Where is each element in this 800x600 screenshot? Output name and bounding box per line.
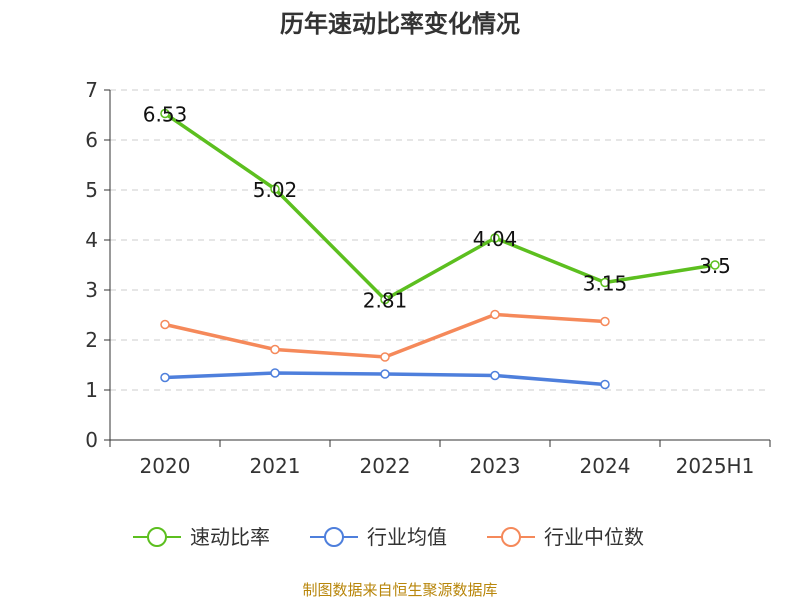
- series-point-0: [380, 294, 390, 305]
- data-label: 3.15: [583, 272, 628, 296]
- series-point-1: [380, 369, 390, 379]
- series-point-0: [160, 108, 170, 119]
- series-point-1: [600, 379, 610, 390]
- data-label: 2.81: [363, 289, 408, 313]
- series-point-0: [270, 184, 280, 194]
- data-label: 5.02: [253, 178, 298, 202]
- legend-label-2: 行业中位数: [544, 525, 644, 549]
- data-labels: 6.53 5.02 2.81 4.04 3.15 3.5: [143, 103, 731, 313]
- y-tick-label: 0: [85, 428, 98, 452]
- series-point-0: [490, 233, 500, 243]
- y-tick-label: 2: [85, 328, 98, 352]
- x-tick-label: 2024: [580, 454, 631, 478]
- series-point-2: [270, 344, 280, 355]
- legend-item-2[interactable]: 行业中位数: [487, 525, 644, 549]
- data-label: 6.53: [143, 103, 188, 127]
- y-tick-label: 3: [85, 278, 98, 302]
- x-tick-label: 2022: [360, 454, 411, 478]
- legend-marker-0: [147, 527, 167, 547]
- legend-label-1: 行业均值: [367, 525, 447, 549]
- series-point-1: [490, 370, 500, 381]
- legend-marker-2: [501, 527, 521, 547]
- series-point-0: [710, 260, 720, 270]
- series-point-0: [600, 277, 610, 288]
- data-label: 4.04: [473, 227, 518, 251]
- x-tick-label: 2025H1: [676, 454, 755, 478]
- source-note: 制图数据来自恒生聚源数据库: [302, 581, 497, 599]
- y-tick-label: 5: [85, 178, 98, 202]
- series-point-2: [600, 316, 610, 327]
- series-point-2: [160, 319, 170, 330]
- series-point-2: [490, 309, 500, 320]
- legend-label-0: 速动比率: [190, 525, 270, 549]
- axes: 0 1 2 3 4 5 6 7 2020 2021 2022 2023 2024 2025H1: [85, 78, 771, 478]
- legend-item-1[interactable]: 行业均值: [310, 525, 447, 549]
- series-point-2: [380, 352, 390, 362]
- x-tick-label: 2023: [470, 454, 521, 478]
- y-tick-label: 4: [85, 228, 98, 252]
- series-group: [160, 108, 720, 390]
- legend[interactable]: 速动比率 行业均值 行业中位数: [133, 525, 644, 549]
- series-line-2: [164, 312, 606, 359]
- y-tick-label: 1: [85, 378, 98, 402]
- y-tick-label: 7: [85, 78, 98, 102]
- chart-title: 历年速动比率变化情况: [280, 10, 520, 38]
- x-tick-label: 2020: [140, 454, 191, 478]
- grid-lines: [110, 89, 770, 391]
- series-point-1: [270, 368, 280, 378]
- series-point-1: [160, 372, 170, 383]
- x-tick-label: 2021: [250, 454, 301, 478]
- y-tick-label: 6: [85, 128, 98, 152]
- legend-item-0[interactable]: 速动比率: [133, 525, 270, 549]
- legend-marker-1: [324, 527, 344, 547]
- series-line-0: [164, 112, 716, 302]
- data-label: 3.5: [699, 254, 731, 278]
